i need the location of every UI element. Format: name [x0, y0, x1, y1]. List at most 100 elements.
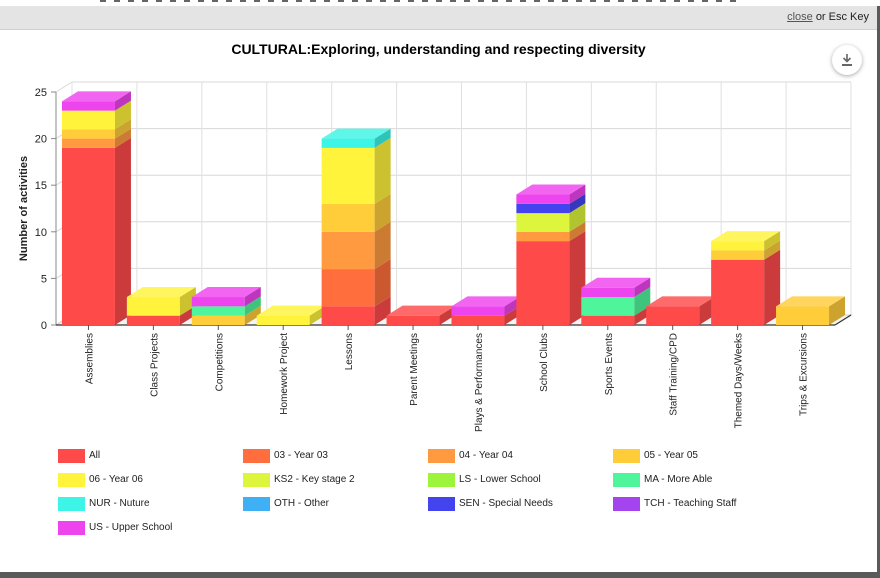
bar-top [126, 287, 196, 298]
legend-label: MA - More Able [644, 474, 713, 485]
bar-segment-side [634, 277, 651, 298]
bar-top-highlight [646, 296, 716, 307]
bar-segment[interactable] [516, 241, 570, 325]
legend-swatch [243, 473, 270, 487]
bar-top-highlight [321, 128, 391, 139]
bar-segment[interactable] [321, 138, 375, 148]
y-tick-label: 0 [41, 320, 47, 332]
bar-stack[interactable] [126, 287, 196, 325]
bar-segment[interactable] [61, 110, 115, 130]
x-tick-label: Staff Training/CPD [669, 333, 680, 416]
bar-top-highlight [191, 287, 261, 298]
bar-segment[interactable] [516, 231, 570, 242]
legend-swatch [58, 473, 85, 487]
bar-segment[interactable] [321, 231, 375, 270]
legend-swatch [428, 449, 455, 463]
bar-segment[interactable] [451, 306, 505, 316]
bar-segment-side [569, 221, 586, 242]
bar-segment[interactable] [581, 297, 635, 316]
bar-segment-side [374, 221, 391, 270]
legend-label: 03 - Year 03 [274, 450, 328, 461]
bar-segment[interactable] [776, 306, 830, 325]
bar-top-highlight [386, 305, 456, 316]
bar-top-highlight [711, 231, 781, 242]
bar-top-highlight [516, 184, 586, 195]
bar-top [386, 305, 456, 316]
bar-segment-side [114, 128, 131, 148]
y-tick-label: 10 [35, 227, 47, 239]
bar-top-highlight [61, 91, 131, 102]
bar-segment[interactable] [321, 203, 375, 232]
legend-swatch [613, 497, 640, 511]
bar-segment[interactable] [711, 241, 765, 251]
x-tick-label: Class Projects [149, 333, 160, 397]
bar-segment[interactable] [581, 315, 635, 325]
bar-segment[interactable] [321, 269, 375, 307]
legend-label: 05 - Year 05 [644, 450, 698, 461]
bar-top-highlight [581, 277, 651, 288]
bar-stack[interactable] [646, 296, 716, 325]
bar-segment[interactable] [711, 250, 765, 260]
bar-segment[interactable] [321, 306, 375, 325]
close-hint: close or Esc Key [787, 11, 869, 23]
bar-segment-side [374, 137, 391, 204]
bar-segment-side [244, 305, 261, 325]
bar-stack[interactable] [256, 305, 326, 325]
legend-label: All [89, 450, 101, 461]
bar-stack[interactable] [776, 296, 846, 325]
bar-segment[interactable] [516, 194, 570, 204]
legend-label: LS - Lower School [459, 474, 541, 485]
x-tick-label: Competitions [214, 333, 225, 391]
legend-label: OTH - Other [274, 498, 330, 509]
bar-segment-side [829, 296, 846, 325]
x-tick-label: Themed Days/Weeks [734, 333, 745, 428]
bar-segment[interactable] [451, 315, 505, 325]
bar-segment[interactable] [61, 147, 115, 325]
bar-segment-side [569, 193, 586, 214]
legend-label: NUR - Nuture [89, 498, 150, 509]
bar-segment[interactable] [516, 213, 570, 232]
download-icon [842, 54, 852, 66]
close-link[interactable]: close [787, 11, 813, 23]
background-bottom-strip [0, 572, 880, 578]
download-button[interactable] [832, 45, 862, 75]
y-tick-label: 5 [41, 273, 47, 285]
bar-segment[interactable] [126, 315, 180, 325]
bar-segment-side [374, 128, 391, 148]
bar-segment[interactable] [61, 129, 115, 139]
bar-segment-side [569, 184, 586, 204]
bar-segment[interactable] [191, 297, 245, 307]
bar-top [256, 305, 326, 316]
bar-stack[interactable] [191, 287, 261, 325]
close-hint-text: or Esc Key [815, 11, 869, 23]
bar-segment[interactable] [61, 101, 115, 111]
bar-top [776, 296, 846, 307]
bar-segment[interactable] [61, 138, 115, 148]
legend-swatch [58, 521, 85, 535]
bar-stack[interactable] [516, 184, 586, 325]
legend-swatch [243, 497, 270, 511]
bar-segment[interactable] [646, 306, 700, 325]
bar-segment-side [569, 203, 586, 232]
bar-stack[interactable] [61, 91, 131, 325]
bar-segment[interactable] [191, 315, 245, 325]
bar-segment[interactable] [256, 315, 310, 325]
bar-segment-side [764, 240, 781, 260]
bar-stack[interactable] [711, 231, 781, 325]
bar-segment-side [114, 91, 131, 111]
bar-segment[interactable] [386, 315, 440, 325]
x-tick-label: Lessons [344, 333, 355, 370]
bar-segment[interactable] [516, 203, 570, 214]
bar-segment[interactable] [711, 259, 765, 325]
bar-segment[interactable] [126, 297, 180, 316]
bar-stack[interactable] [581, 277, 651, 325]
bar-stack[interactable] [321, 128, 391, 325]
bar-segment[interactable] [191, 306, 245, 316]
bar-segment-side [179, 287, 196, 316]
bar-top-highlight [256, 305, 326, 316]
bar-segment[interactable] [581, 287, 635, 298]
bar-segment[interactable] [321, 147, 375, 204]
bar-segment-side [634, 287, 651, 316]
bar-stack[interactable] [451, 296, 521, 325]
